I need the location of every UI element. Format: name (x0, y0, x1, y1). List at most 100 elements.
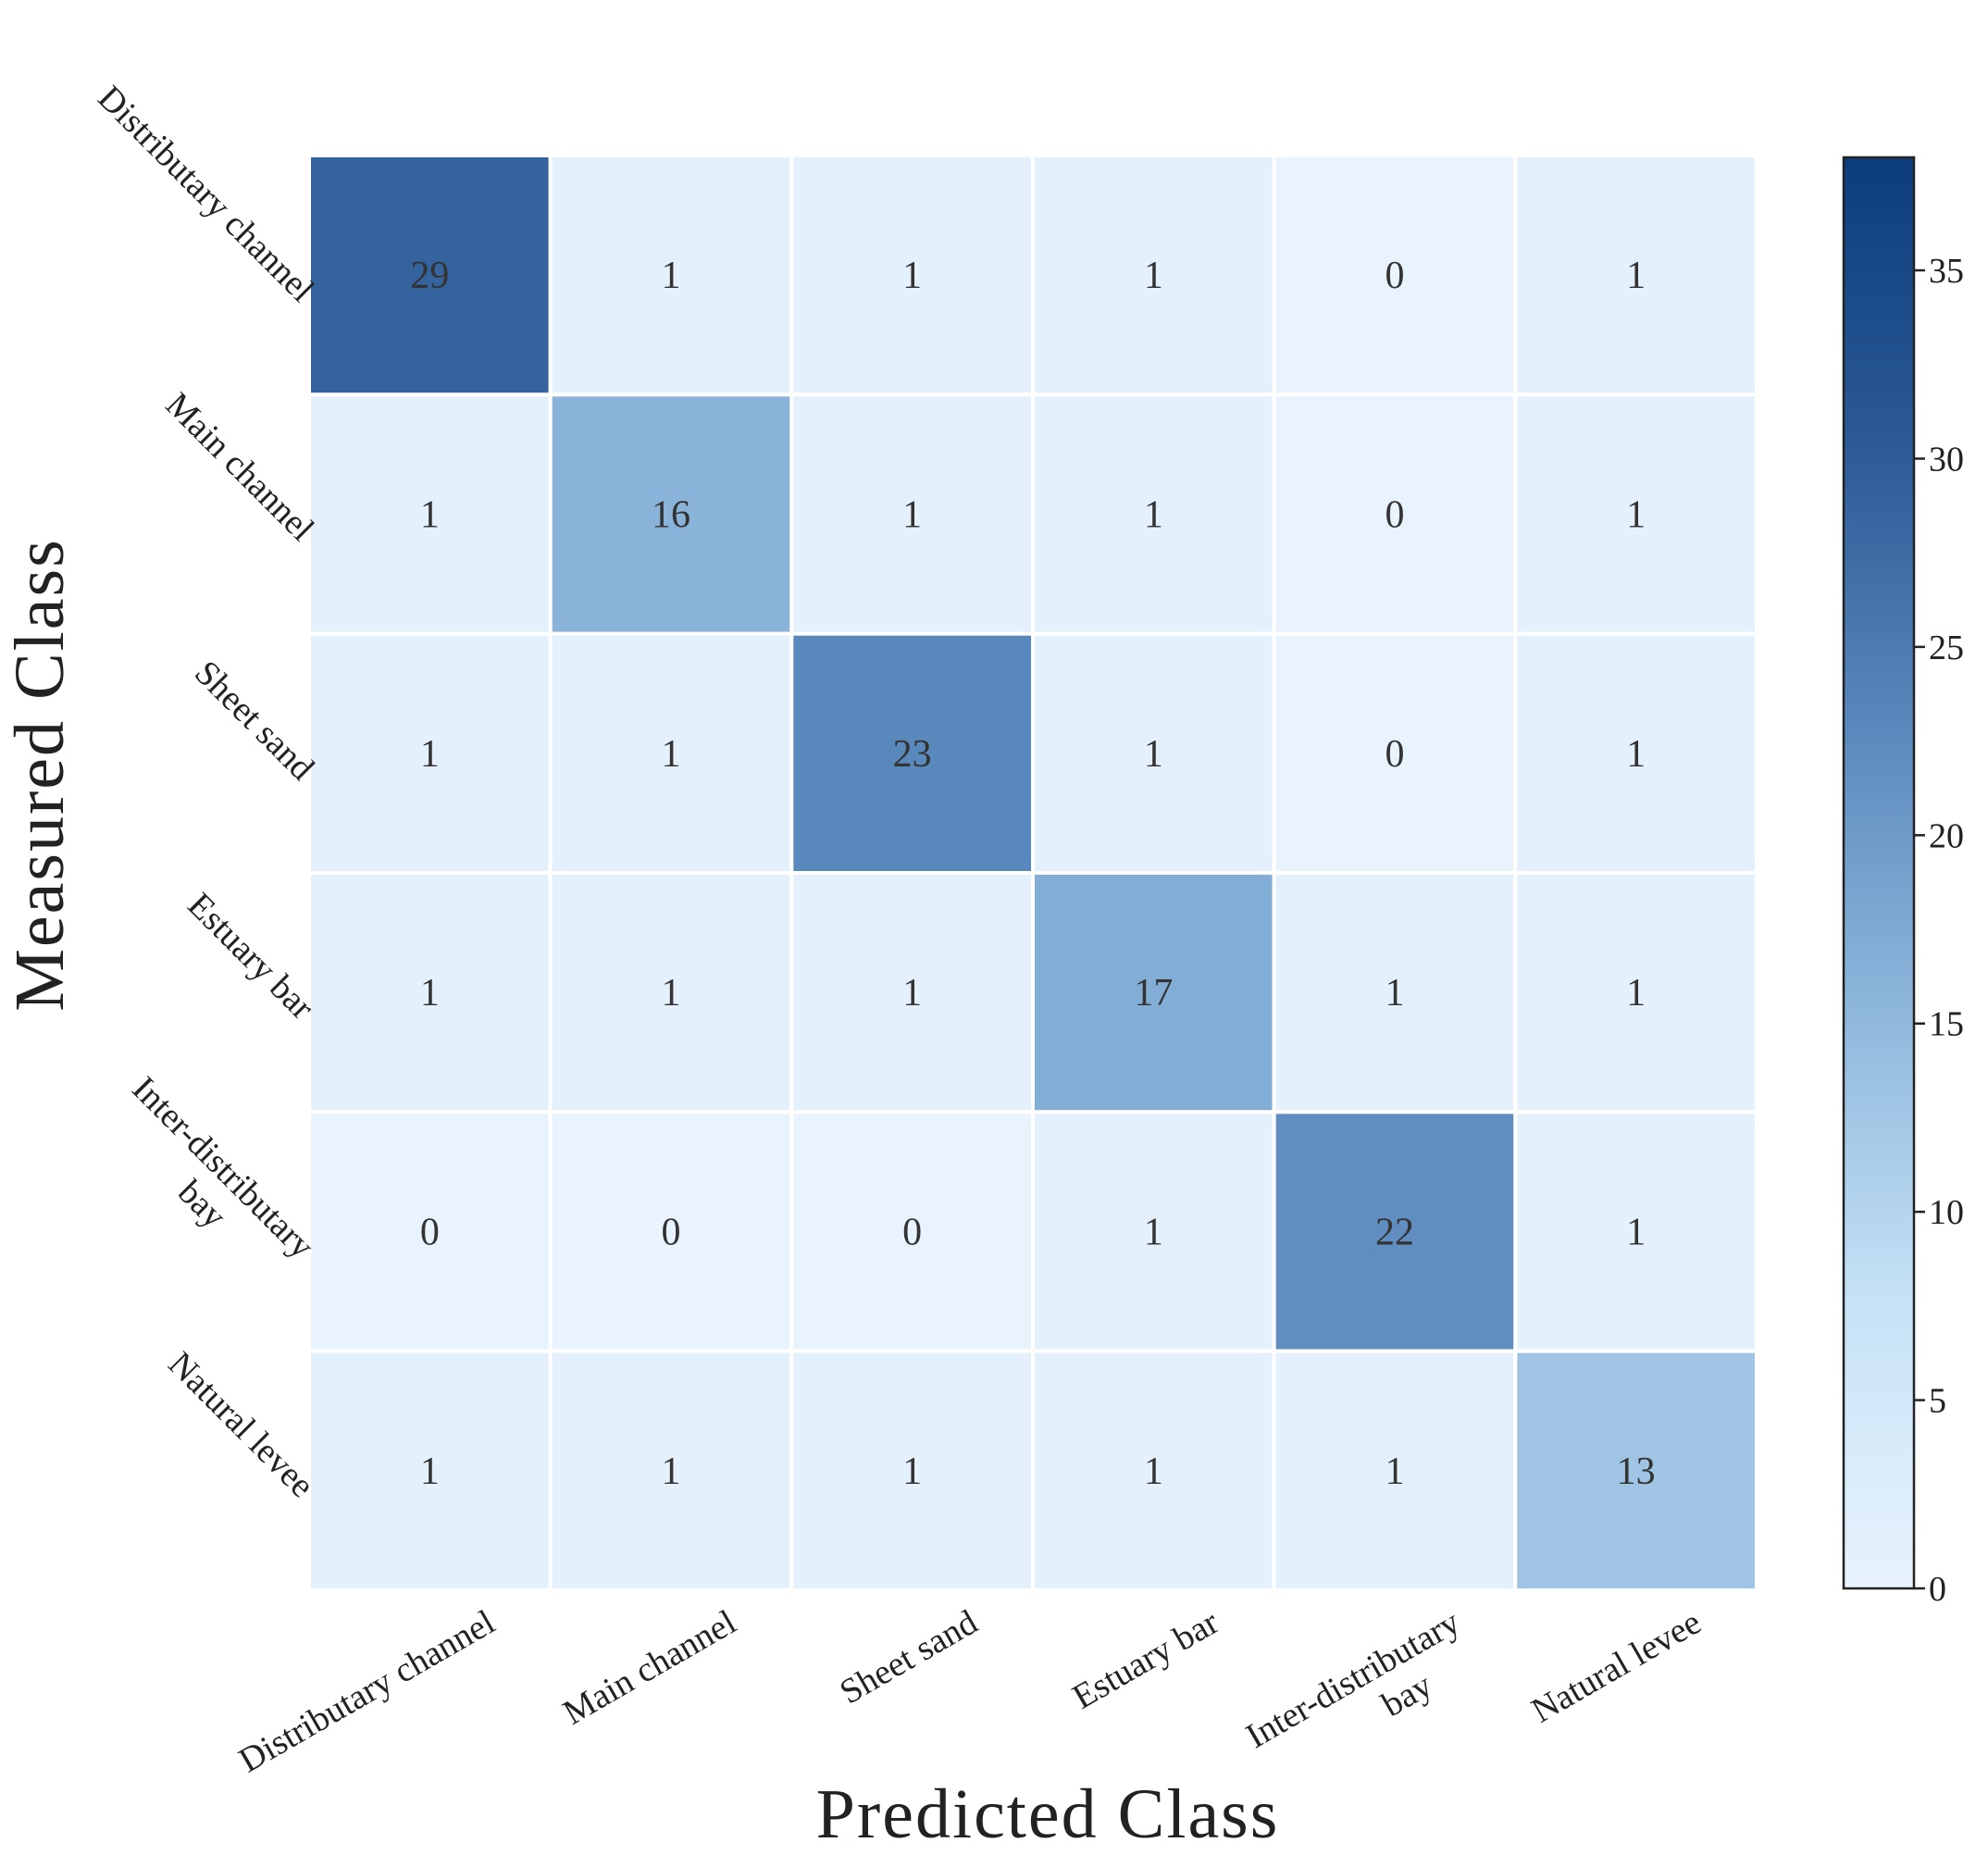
cell-value-label: 22 (1375, 1212, 1414, 1254)
cell-value-label: 0 (902, 1212, 922, 1254)
x-tick-label-line: Sheet sand (833, 1602, 984, 1712)
cell-value-label: 16 (652, 494, 690, 537)
cell-value-label: 13 (1617, 1450, 1656, 1493)
cell-value-label: 1 (902, 255, 922, 297)
heatmap-cell-r5-c4 (1272, 1349, 1518, 1592)
cell-value-label: 0 (1385, 255, 1405, 297)
heatmap-cell-r0-c3 (1031, 154, 1276, 397)
heatmap-cell-r0-c5 (1513, 154, 1759, 397)
cell-value-label: 1 (1626, 733, 1646, 776)
cell-value-label: 1 (902, 972, 922, 1015)
heatmap-cell-r0-c1 (548, 154, 794, 397)
cell-value-label: 0 (420, 1212, 440, 1254)
cell-value-label: 1 (662, 255, 681, 297)
cell-value-label: 1 (662, 972, 681, 1015)
cell-value-label: 1 (662, 733, 681, 776)
cell-value-label: 1 (1144, 255, 1163, 297)
heatmap-cell-r2-c3 (1031, 631, 1276, 876)
y-tick-label: Natural levee (161, 1345, 322, 1506)
colorbar-tick-label: 5 (1929, 1382, 1946, 1421)
cell-value-label: 0 (662, 1212, 681, 1254)
cell-value-label: 0 (1385, 733, 1405, 776)
cell-value-label: 1 (420, 972, 440, 1015)
heatmap-cell-r1-c5 (1513, 392, 1759, 636)
y-tick-label-line: Natural levee (161, 1345, 322, 1506)
cell-value-label: 1 (1144, 1212, 1163, 1254)
x-axis-title: Predicted Class (816, 1775, 1280, 1853)
colorbar: 0 5 10 15 20 25 30 35 (1842, 156, 1964, 1609)
y-tick-label: Sheet sand (187, 654, 321, 788)
cell-value-label: 1 (420, 494, 440, 537)
y-tick-label: Estuary bar (180, 886, 322, 1027)
heatmap-cell-r3-c2 (789, 871, 1035, 1114)
heatmap-cell-r4-c5 (1513, 1110, 1759, 1353)
y-tick-label-line: Inter-distributary (125, 1069, 322, 1266)
colorbar-tick-label: 0 (1929, 1570, 1946, 1609)
colorbar-tick-label: 25 (1929, 629, 1964, 667)
x-tick-label-line: Inter-distributary (1239, 1602, 1466, 1756)
y-axis-title: Measured Class (1, 538, 79, 1011)
colorbar-tick-label: 35 (1929, 252, 1964, 291)
heatmap-cell-r4-c0 (307, 1110, 553, 1353)
heatmap-cells (307, 154, 1759, 1592)
cell-value-label: 17 (1134, 972, 1173, 1015)
heatmap-cell-r4-c4 (1272, 1110, 1518, 1353)
heatmap-cell-r2-c4 (1272, 631, 1518, 876)
x-tick-label: Main channel (556, 1602, 742, 1732)
cell-value-label: 1 (1626, 255, 1646, 297)
cell-value-label: 1 (1385, 1450, 1405, 1493)
y-tick-label: Main channel (158, 385, 322, 549)
heatmap-cell-r3-c3 (1031, 871, 1276, 1114)
cell-value-label: 1 (1626, 1212, 1646, 1254)
cell-value-label: 1 (902, 1450, 922, 1493)
heatmap-cell-r5-c5 (1513, 1349, 1759, 1592)
y-tick-labels: Distributary channel Main channel Sheet sa… (91, 79, 322, 1505)
heatmap-cell-r4-c2 (789, 1110, 1035, 1353)
x-tick-label: Natural levee (1525, 1602, 1708, 1730)
y-tick-label-line: Main channel (158, 385, 322, 549)
heatmap-cell-r5-c0 (307, 1349, 553, 1592)
cell-value-label: 1 (1144, 494, 1163, 537)
x-tick-label: Distributary channel (232, 1602, 502, 1780)
colorbar-tick-label: 10 (1929, 1193, 1964, 1232)
colorbar-gradient (1842, 156, 1916, 1590)
x-tick-label: Estuary bar (1066, 1602, 1225, 1717)
heatmap-cell-r4-c3 (1031, 1110, 1276, 1353)
colorbar-tick-label: 20 (1929, 816, 1964, 855)
cell-value-label: 1 (1626, 972, 1646, 1015)
cell-value-label: 1 (1144, 1450, 1163, 1493)
cell-value-label: 1 (1626, 494, 1646, 537)
heatmap-cell-r1-c3 (1031, 392, 1276, 636)
heatmap-cell-r3-c5 (1513, 871, 1759, 1114)
heatmap-cell-labels: 29 1 1 1 0 1 1 16 1 1 0 1 1 1 23 1 0 1 1 1 1 17 1 1 0 0 0 1 22 1 1 1 1 1 1… (410, 255, 1655, 1493)
x-tick-label-line: Distributary channel (232, 1602, 502, 1780)
heatmap-cell-r5-c3 (1031, 1349, 1276, 1592)
heatmap-cell-r2-c5 (1513, 631, 1759, 876)
heatmap-cell-r2-c1 (548, 631, 794, 876)
x-tick-label: Sheet sand (833, 1602, 984, 1712)
cell-value-label: 23 (893, 733, 932, 776)
cell-value-label: 0 (1385, 494, 1405, 537)
cell-value-label: 1 (902, 494, 922, 537)
cell-value-label: 1 (420, 733, 440, 776)
heatmap-cell-r0-c0 (307, 154, 553, 397)
y-tick-label-line: Estuary bar (180, 886, 322, 1027)
heatmap-cell-r0-c2 (789, 154, 1035, 397)
cell-value-label: 1 (662, 1450, 681, 1493)
heatmap-cell-r3-c1 (548, 871, 794, 1114)
y-tick-label: Distributary channel (91, 79, 322, 310)
x-tick-labels: Distributary channel Main channel Sheet sa… (232, 1602, 1708, 1780)
y-tick-label-line: Distributary channel (91, 79, 322, 310)
cell-value-label: 29 (410, 255, 449, 297)
heatmap-cell-r3-c0 (307, 871, 553, 1114)
y-tick-label-line: Sheet sand (187, 654, 321, 788)
cell-value-label: 1 (420, 1450, 440, 1493)
cell-value-label: 1 (1144, 733, 1163, 776)
heatmap-cell-r1-c1 (548, 392, 794, 636)
x-tick-label-line: Natural levee (1525, 1602, 1708, 1730)
heatmap-cell-r3-c4 (1272, 871, 1518, 1114)
x-tick-label-line: Estuary bar (1066, 1602, 1225, 1717)
